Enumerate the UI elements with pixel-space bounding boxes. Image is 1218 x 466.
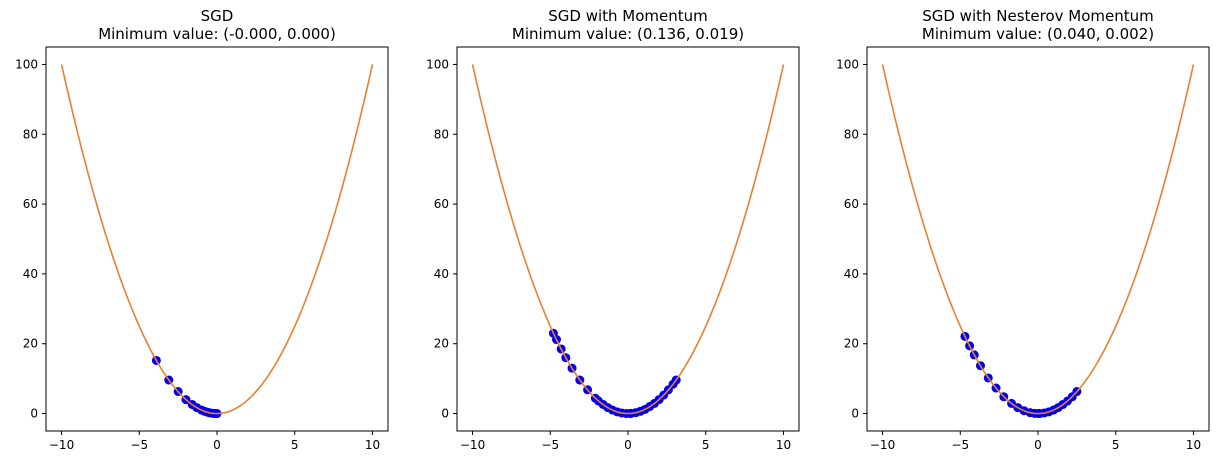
curve-line [881, 64, 1195, 415]
x-tick-label: −10 [49, 438, 74, 452]
y-tick-label: 100 [836, 57, 859, 71]
x-tick-label: −10 [460, 438, 485, 452]
axes-frame [866, 46, 1210, 432]
panel-sgd: SGD Minimum value: (-0.000, 0.000) −10 −5… [15, 7, 389, 452]
y-tick-label: 20 [844, 337, 859, 351]
panel-subtitle: Minimum value: (-0.000, 0.000) [98, 25, 336, 43]
y-tick-label: 40 [23, 267, 38, 281]
panel-sgd-momentum: SGD with Momentum Minimum value: (0.136,… [426, 7, 800, 452]
x-tick-label: 10 [365, 438, 380, 452]
x-tick-label: 5 [1112, 438, 1120, 452]
x-tick-label: 0 [213, 438, 221, 452]
panel-title: SGD with Nesterov Momentum [922, 7, 1154, 25]
x-tick-label: 0 [624, 438, 632, 452]
x-tick-label: 10 [776, 438, 791, 452]
curve-line [60, 64, 374, 415]
panel-subtitle: Minimum value: (0.040, 0.002) [922, 25, 1154, 43]
y-tick-label: 60 [844, 197, 859, 211]
x-tick-label: −5 [541, 438, 559, 452]
panel-sgd-nesterov: SGD with Nesterov Momentum Minimum value… [836, 7, 1210, 452]
y-tick-label: 0 [30, 407, 38, 421]
x-tick-label: −10 [870, 438, 895, 452]
y-tick-label: 60 [434, 197, 449, 211]
panel-title: SGD with Momentum [548, 7, 708, 25]
y-tick-label: 80 [844, 127, 859, 141]
y-tick-label: 20 [23, 337, 38, 351]
y-tick-label: 80 [434, 127, 449, 141]
y-tick-label: 40 [844, 267, 859, 281]
y-tick-label: 40 [434, 267, 449, 281]
y-tick-label: 100 [15, 57, 38, 71]
y-tick-label: 60 [23, 197, 38, 211]
panel-title: SGD [201, 7, 234, 25]
y-tick-label: 20 [434, 337, 449, 351]
x-tick-label: −5 [951, 438, 969, 452]
axes-frame [45, 46, 389, 432]
panel-subtitle: Minimum value: (0.136, 0.019) [512, 25, 744, 43]
y-tick-label: 80 [23, 127, 38, 141]
x-tick-label: 10 [1186, 438, 1201, 452]
x-tick-label: −5 [130, 438, 148, 452]
axes-frame [456, 46, 800, 432]
x-tick-label: 5 [291, 438, 299, 452]
x-tick-label: 0 [1034, 438, 1042, 452]
x-tick-label: 5 [702, 438, 710, 452]
curve-line [471, 64, 785, 415]
y-tick-label: 0 [851, 407, 859, 421]
y-tick-label: 100 [426, 57, 449, 71]
y-tick-label: 0 [441, 407, 449, 421]
